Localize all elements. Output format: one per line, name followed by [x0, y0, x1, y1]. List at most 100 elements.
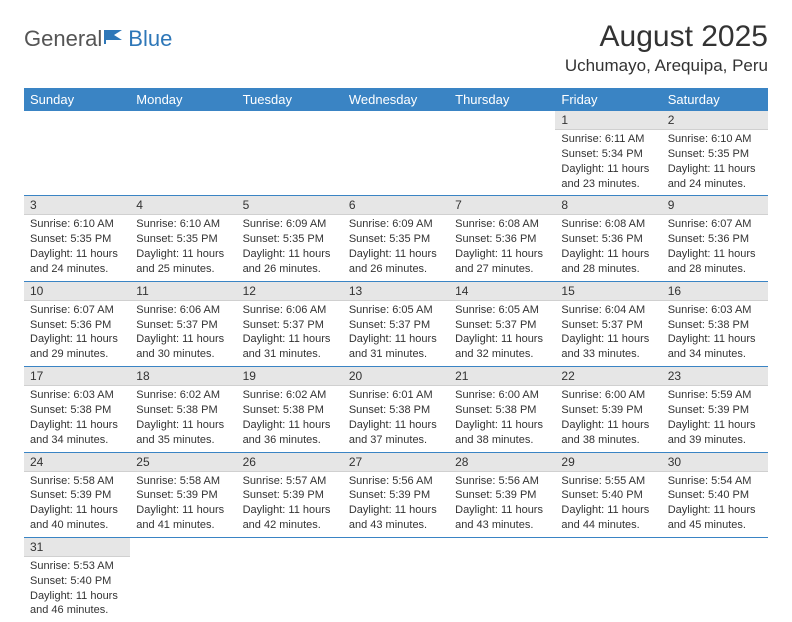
- daylight-text: Daylight: 11 hours and 28 minutes.: [668, 247, 762, 277]
- daylight-text: Daylight: 11 hours and 34 minutes.: [668, 332, 762, 362]
- calendar-cell: 1Sunrise: 6:11 AMSunset: 5:34 PMDaylight…: [555, 111, 661, 196]
- daylight-text: Daylight: 11 hours and 23 minutes.: [561, 162, 655, 192]
- day-number: 26: [237, 453, 343, 472]
- sunrise-text: Sunrise: 5:53 AM: [30, 559, 124, 574]
- sunrise-text: Sunrise: 6:09 AM: [243, 217, 337, 232]
- calendar-cell-empty: [343, 111, 449, 196]
- weekday-header: Wednesday: [343, 88, 449, 111]
- sunset-text: Sunset: 5:39 PM: [30, 488, 124, 503]
- sunset-text: Sunset: 5:36 PM: [455, 232, 549, 247]
- sunset-text: Sunset: 5:39 PM: [668, 403, 762, 418]
- sunrise-text: Sunrise: 5:58 AM: [136, 474, 230, 489]
- day-details: Sunrise: 6:04 AMSunset: 5:37 PMDaylight:…: [555, 301, 661, 366]
- day-number: 5: [237, 196, 343, 215]
- day-details: Sunrise: 5:55 AMSunset: 5:40 PMDaylight:…: [555, 472, 661, 537]
- day-details: Sunrise: 6:02 AMSunset: 5:38 PMDaylight:…: [130, 386, 236, 451]
- day-details: Sunrise: 6:11 AMSunset: 5:34 PMDaylight:…: [555, 130, 661, 195]
- sunrise-text: Sunrise: 6:08 AM: [455, 217, 549, 232]
- calendar-cell: 21Sunrise: 6:00 AMSunset: 5:38 PMDayligh…: [449, 367, 555, 452]
- day-details: Sunrise: 6:00 AMSunset: 5:38 PMDaylight:…: [449, 386, 555, 451]
- sunset-text: Sunset: 5:37 PM: [136, 318, 230, 333]
- day-details: Sunrise: 6:03 AMSunset: 5:38 PMDaylight:…: [24, 386, 130, 451]
- day-details: Sunrise: 6:06 AMSunset: 5:37 PMDaylight:…: [237, 301, 343, 366]
- calendar-cell: 2Sunrise: 6:10 AMSunset: 5:35 PMDaylight…: [662, 111, 768, 196]
- sunset-text: Sunset: 5:35 PM: [136, 232, 230, 247]
- daylight-text: Daylight: 11 hours and 45 minutes.: [668, 503, 762, 533]
- sunset-text: Sunset: 5:39 PM: [349, 488, 443, 503]
- weekday-header: Thursday: [449, 88, 555, 111]
- day-details: Sunrise: 5:58 AMSunset: 5:39 PMDaylight:…: [130, 472, 236, 537]
- header: General Blue August 2025 Uchumayo, Arequ…: [24, 20, 768, 76]
- sunrise-text: Sunrise: 6:05 AM: [349, 303, 443, 318]
- daylight-text: Daylight: 11 hours and 46 minutes.: [30, 589, 124, 619]
- day-number: 11: [130, 282, 236, 301]
- sunset-text: Sunset: 5:40 PM: [668, 488, 762, 503]
- sunset-text: Sunset: 5:35 PM: [243, 232, 337, 247]
- day-details: Sunrise: 5:59 AMSunset: 5:39 PMDaylight:…: [662, 386, 768, 451]
- daylight-text: Daylight: 11 hours and 26 minutes.: [349, 247, 443, 277]
- calendar-cell: 15Sunrise: 6:04 AMSunset: 5:37 PMDayligh…: [555, 281, 661, 366]
- calendar-cell: 25Sunrise: 5:58 AMSunset: 5:39 PMDayligh…: [130, 452, 236, 537]
- day-details: Sunrise: 5:56 AMSunset: 5:39 PMDaylight:…: [343, 472, 449, 537]
- day-number: 29: [555, 453, 661, 472]
- day-number: 18: [130, 367, 236, 386]
- sunrise-text: Sunrise: 5:58 AM: [30, 474, 124, 489]
- sunrise-text: Sunrise: 6:00 AM: [455, 388, 549, 403]
- daylight-text: Daylight: 11 hours and 27 minutes.: [455, 247, 549, 277]
- sunrise-text: Sunrise: 6:10 AM: [136, 217, 230, 232]
- sunset-text: Sunset: 5:40 PM: [561, 488, 655, 503]
- daylight-text: Daylight: 11 hours and 42 minutes.: [243, 503, 337, 533]
- day-number: 1: [555, 111, 661, 130]
- day-details: Sunrise: 5:53 AMSunset: 5:40 PMDaylight:…: [24, 557, 130, 622]
- sunrise-text: Sunrise: 6:04 AM: [561, 303, 655, 318]
- day-details: Sunrise: 6:10 AMSunset: 5:35 PMDaylight:…: [130, 215, 236, 280]
- calendar-cell: 7Sunrise: 6:08 AMSunset: 5:36 PMDaylight…: [449, 196, 555, 281]
- daylight-text: Daylight: 11 hours and 36 minutes.: [243, 418, 337, 448]
- calendar-cell: 5 Sunrise: 6:09 AMSunset: 5:35 PMDaylight…: [237, 196, 343, 281]
- calendar-cell: 27Sunrise: 5:56 AMSunset: 5:39 PMDayligh…: [343, 452, 449, 537]
- calendar-cell: 10Sunrise: 6:07 AMSunset: 5:36 PMDayligh…: [24, 281, 130, 366]
- calendar-cell-empty: [237, 537, 343, 622]
- daylight-text: Daylight: 11 hours and 37 minutes.: [349, 418, 443, 448]
- calendar-cell-empty: [343, 537, 449, 622]
- calendar-cell: 30Sunrise: 5:54 AMSunset: 5:40 PMDayligh…: [662, 452, 768, 537]
- calendar-cell: 28Sunrise: 5:56 AMSunset: 5:39 PMDayligh…: [449, 452, 555, 537]
- day-details: Sunrise: 5:54 AMSunset: 5:40 PMDaylight:…: [662, 472, 768, 537]
- sunrise-text: Sunrise: 6:07 AM: [668, 217, 762, 232]
- day-details: Sunrise: 6:02 AMSunset: 5:38 PMDaylight:…: [237, 386, 343, 451]
- day-details: Sunrise: 6:10 AMSunset: 5:35 PMDaylight:…: [662, 130, 768, 195]
- day-details: Sunrise: 6:03 AMSunset: 5:38 PMDaylight:…: [662, 301, 768, 366]
- sunrise-text: Sunrise: 6:10 AM: [30, 217, 124, 232]
- day-details: Sunrise: 6:00 AMSunset: 5:39 PMDaylight:…: [555, 386, 661, 451]
- sunrise-text: Sunrise: 5:56 AM: [349, 474, 443, 489]
- calendar-week: 3Sunrise: 6:10 AMSunset: 5:35 PMDaylight…: [24, 196, 768, 281]
- sunset-text: Sunset: 5:39 PM: [136, 488, 230, 503]
- day-details: Sunrise: 6:08 AMSunset: 5:36 PMDaylight:…: [449, 215, 555, 280]
- day-number: 7: [449, 196, 555, 215]
- daylight-text: Daylight: 11 hours and 26 minutes.: [243, 247, 337, 277]
- daylight-text: Daylight: 11 hours and 38 minutes.: [455, 418, 549, 448]
- day-details: Sunrise: 6:07 AMSunset: 5:36 PMDaylight:…: [24, 301, 130, 366]
- sunrise-text: Sunrise: 6:09 AM: [349, 217, 443, 232]
- sunrise-text: Sunrise: 6:05 AM: [455, 303, 549, 318]
- day-details: Sunrise: 6:07 AMSunset: 5:36 PMDaylight:…: [662, 215, 768, 280]
- calendar-cell: 24Sunrise: 5:58 AMSunset: 5:39 PMDayligh…: [24, 452, 130, 537]
- sunset-text: Sunset: 5:37 PM: [349, 318, 443, 333]
- calendar-cell: 17Sunrise: 6:03 AMSunset: 5:38 PMDayligh…: [24, 367, 130, 452]
- calendar-cell-empty: [237, 111, 343, 196]
- sunrise-text: Sunrise: 5:56 AM: [455, 474, 549, 489]
- sunrise-text: Sunrise: 5:57 AM: [243, 474, 337, 489]
- calendar-cell: 29Sunrise: 5:55 AMSunset: 5:40 PMDayligh…: [555, 452, 661, 537]
- brand-part1: General: [24, 26, 102, 52]
- sunrise-text: Sunrise: 6:10 AM: [668, 132, 762, 147]
- weekday-header: Tuesday: [237, 88, 343, 111]
- calendar-cell: 6Sunrise: 6:09 AMSunset: 5:35 PMDaylight…: [343, 196, 449, 281]
- sunrise-text: Sunrise: 6:03 AM: [30, 388, 124, 403]
- weekday-header-row: SundayMondayTuesdayWednesdayThursdayFrid…: [24, 88, 768, 111]
- sunrise-text: Sunrise: 5:59 AM: [668, 388, 762, 403]
- day-number: 15: [555, 282, 661, 301]
- day-details: Sunrise: 6:01 AMSunset: 5:38 PMDaylight:…: [343, 386, 449, 451]
- sunrise-text: Sunrise: 5:54 AM: [668, 474, 762, 489]
- day-details: Sunrise: 6:10 AMSunset: 5:35 PMDaylight:…: [24, 215, 130, 280]
- daylight-text: Daylight: 11 hours and 39 minutes.: [668, 418, 762, 448]
